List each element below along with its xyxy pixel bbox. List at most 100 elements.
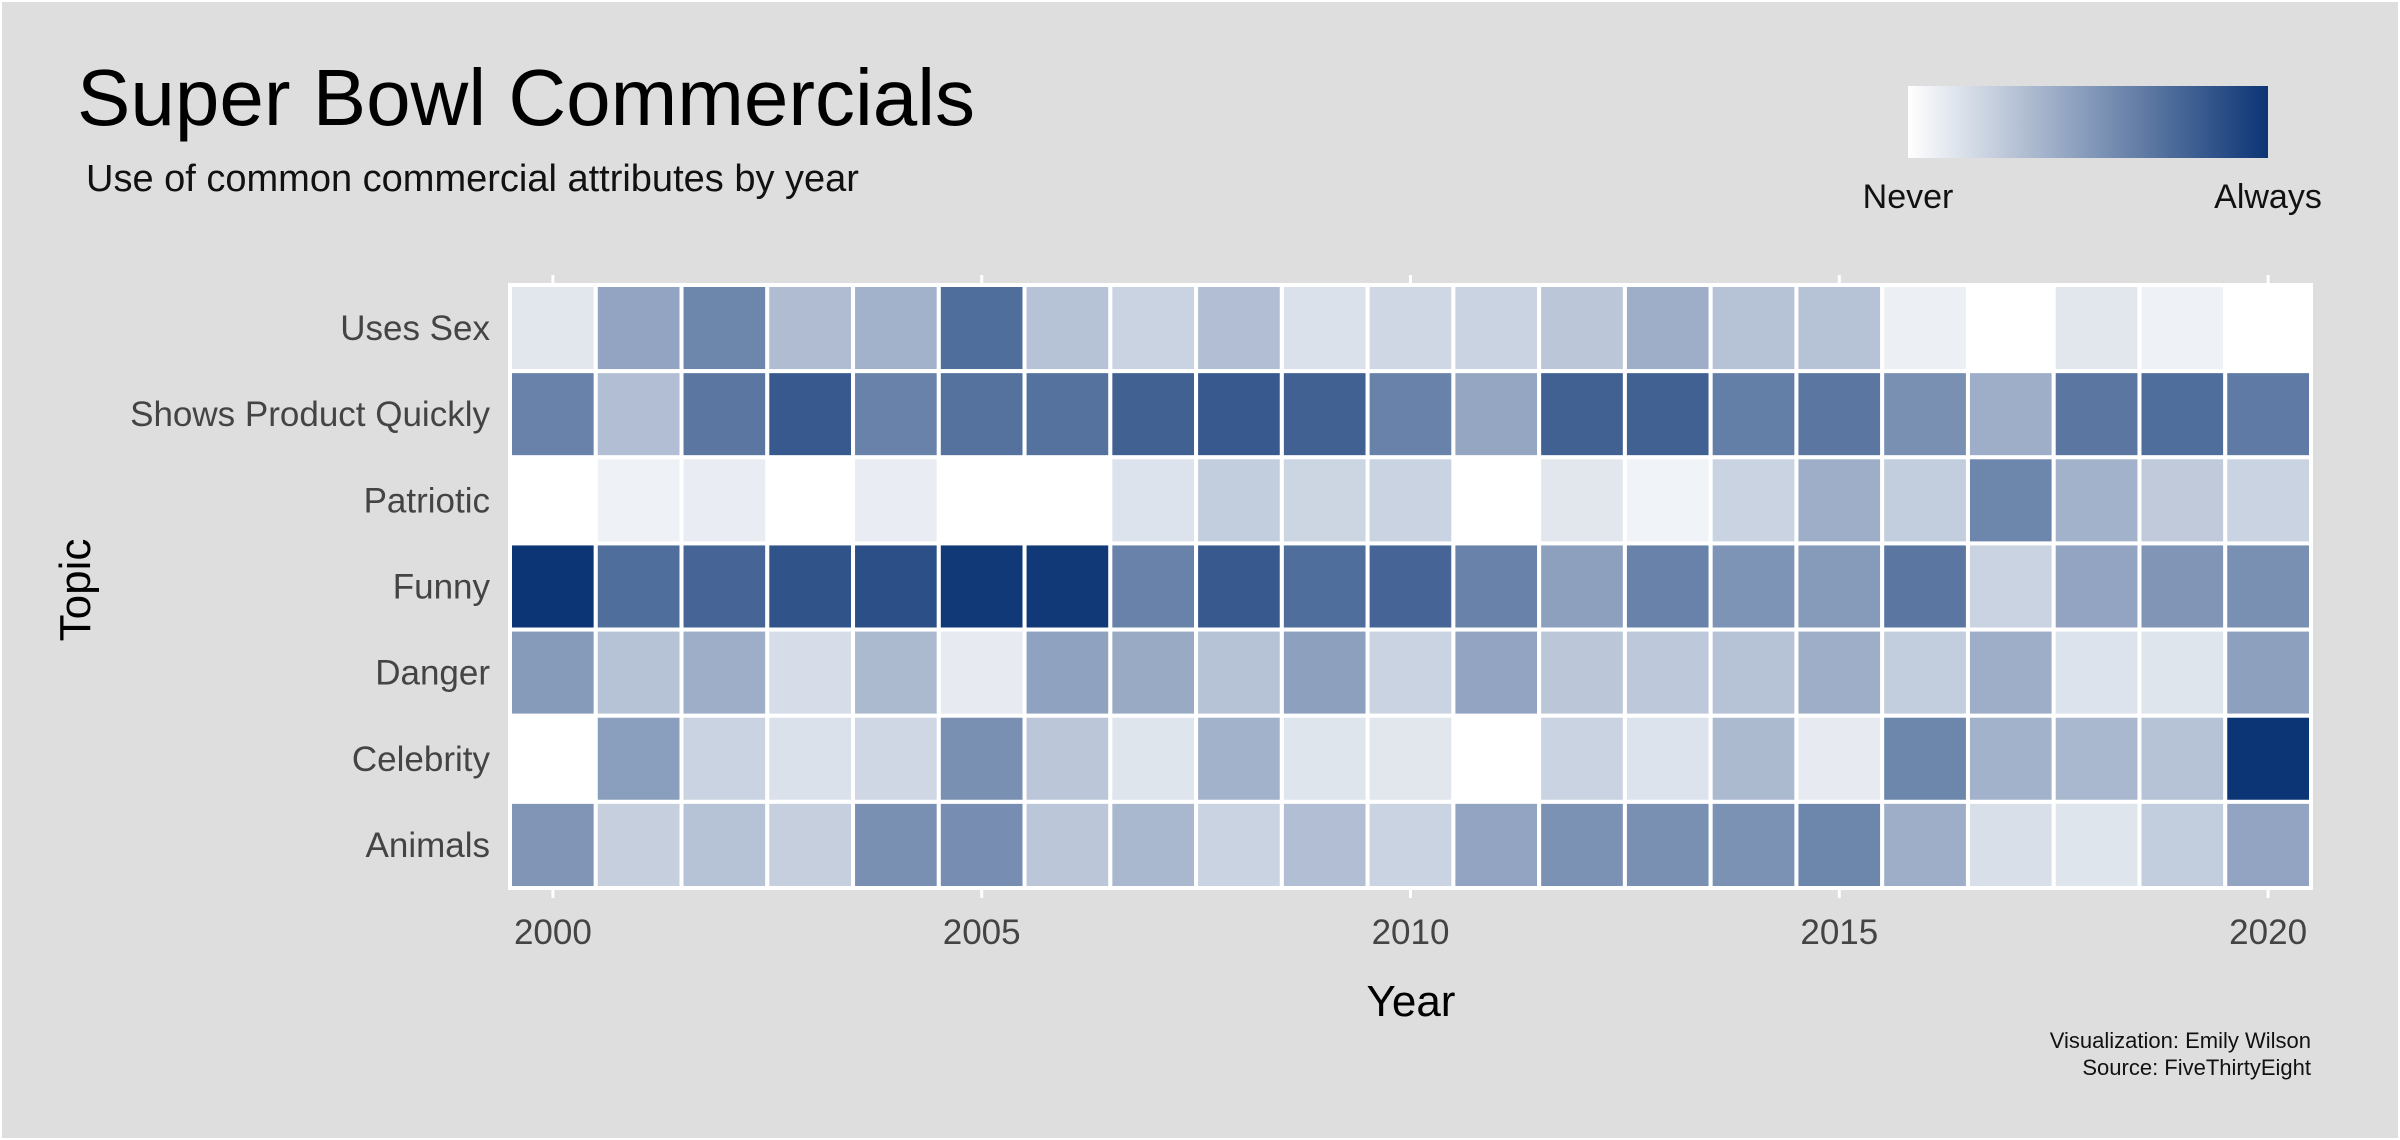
y-axis-tick-labels: Uses Sex Shows Product Quickly Patriotic Fu… bbox=[130, 309, 490, 865]
heatmap-cell bbox=[1708, 369, 1799, 460]
heatmap-cell bbox=[2137, 369, 2228, 460]
heatmap-cell bbox=[765, 799, 856, 890]
heatmap-cell bbox=[2223, 627, 2313, 718]
heatmap-cell bbox=[936, 369, 1027, 460]
heatmap-cell bbox=[593, 283, 684, 374]
heatmap-cell bbox=[679, 455, 770, 546]
y-tick-label: Shows Product Quickly bbox=[130, 395, 490, 434]
heatmap-cell bbox=[593, 455, 684, 546]
heatmap-cell bbox=[1794, 541, 1885, 632]
heatmap-cell bbox=[765, 627, 856, 718]
heatmap-cell bbox=[1022, 713, 1113, 804]
caption-visualization: Visualization: Emily Wilson bbox=[2050, 1028, 2311, 1053]
heatmap-cell bbox=[1794, 713, 1885, 804]
heatmap-cell bbox=[593, 713, 684, 804]
legend-low-label: Never bbox=[1863, 178, 1954, 216]
heatmap-cell bbox=[1279, 283, 1370, 374]
heatmap-cell bbox=[1108, 541, 1199, 632]
heatmap-cell bbox=[1365, 799, 1456, 890]
heatmap-cell bbox=[508, 369, 598, 460]
heatmap-cell bbox=[1279, 713, 1370, 804]
heatmap-cell bbox=[1622, 799, 1713, 890]
chart-subtitle: Use of common commercial attributes by y… bbox=[86, 158, 859, 200]
heatmap-cell bbox=[1108, 713, 1199, 804]
heatmap-cell bbox=[1622, 369, 1713, 460]
heatmap-cell bbox=[936, 455, 1027, 546]
heatmap-cell bbox=[1279, 627, 1370, 718]
heatmap-cell bbox=[2051, 713, 2142, 804]
heatmap-cell bbox=[1622, 455, 1713, 546]
color-legend: Never Always bbox=[1863, 86, 2322, 216]
heatmap-cell bbox=[1194, 369, 1284, 460]
heatmap-cell bbox=[2051, 799, 2142, 890]
heatmap-cell bbox=[1279, 455, 1370, 546]
x-tick-label: 2000 bbox=[514, 913, 592, 952]
heatmap-cell bbox=[508, 455, 598, 546]
heatmap-cell bbox=[1365, 627, 1456, 718]
heatmap-tiles bbox=[508, 283, 2313, 890]
heatmap-cell bbox=[1880, 799, 1970, 890]
heatmap-cell bbox=[1451, 369, 1542, 460]
heatmap-cell bbox=[1022, 799, 1113, 890]
heatmap-cell bbox=[851, 283, 941, 374]
heatmap-cell bbox=[1965, 799, 2056, 890]
heatmap-cell bbox=[2223, 283, 2313, 374]
heatmap-cell bbox=[1622, 713, 1713, 804]
heatmap-cell bbox=[2051, 541, 2142, 632]
heatmap-cell bbox=[1794, 627, 1885, 718]
heatmap-cell bbox=[765, 713, 856, 804]
y-tick-label: Celebrity bbox=[352, 740, 491, 779]
heatmap-cell bbox=[1708, 713, 1799, 804]
heatmap-cell bbox=[765, 541, 856, 632]
heatmap-cell bbox=[1880, 627, 1970, 718]
heatmap-cell bbox=[1537, 455, 1627, 546]
y-axis-title: Topic bbox=[51, 539, 100, 642]
heatmap-cell bbox=[1194, 283, 1284, 374]
heatmap-cell bbox=[679, 541, 770, 632]
heatmap-cell bbox=[593, 627, 684, 718]
x-tick-label: 2015 bbox=[1800, 913, 1878, 952]
heatmap-cell bbox=[1537, 627, 1627, 718]
heatmap-cell bbox=[1279, 799, 1370, 890]
heatmap-cell bbox=[1194, 541, 1284, 632]
heatmap-cell bbox=[679, 369, 770, 460]
heatmap-cell bbox=[936, 541, 1027, 632]
heatmap-cell bbox=[1194, 713, 1284, 804]
heatmap-cell bbox=[593, 369, 684, 460]
heatmap-cell bbox=[2051, 455, 2142, 546]
heatmap-cell bbox=[2223, 799, 2313, 890]
chart-title: Super Bowl Commercials bbox=[77, 53, 975, 142]
heatmap-cell bbox=[1108, 455, 1199, 546]
heatmap-cell bbox=[508, 713, 598, 804]
heatmap-cell bbox=[765, 369, 856, 460]
heatmap-cell bbox=[1022, 283, 1113, 374]
x-tick-label: 2005 bbox=[943, 913, 1021, 952]
y-tick-label: Danger bbox=[375, 654, 490, 693]
heatmap-cell bbox=[765, 283, 856, 374]
heatmap-cell bbox=[851, 713, 941, 804]
heatmap-cell bbox=[765, 455, 856, 546]
heatmap-cell bbox=[1622, 627, 1713, 718]
heatmap-cell bbox=[679, 799, 770, 890]
heatmap-cell bbox=[1794, 455, 1885, 546]
heatmap-cell bbox=[1108, 283, 1199, 374]
heatmap-cell bbox=[1022, 455, 1113, 546]
heatmap-cell bbox=[851, 455, 941, 546]
heatmap-cell bbox=[851, 369, 941, 460]
heatmap-cell bbox=[508, 627, 598, 718]
heatmap-cell bbox=[1794, 799, 1885, 890]
heatmap-cell bbox=[1880, 713, 1970, 804]
heatmap-cell bbox=[1708, 455, 1799, 546]
x-tick-label: 2010 bbox=[1372, 913, 1450, 952]
heatmap-cell bbox=[851, 627, 941, 718]
heatmap-cell bbox=[2051, 283, 2142, 374]
heatmap-cell bbox=[1965, 627, 2056, 718]
heatmap-cell bbox=[593, 541, 684, 632]
heatmap-cell bbox=[1022, 541, 1113, 632]
heatmap-cell bbox=[936, 799, 1027, 890]
heatmap-cell bbox=[2223, 369, 2313, 460]
heatmap-cell bbox=[851, 799, 941, 890]
heatmap-cell bbox=[1022, 369, 1113, 460]
heatmap-cell bbox=[1451, 713, 1542, 804]
